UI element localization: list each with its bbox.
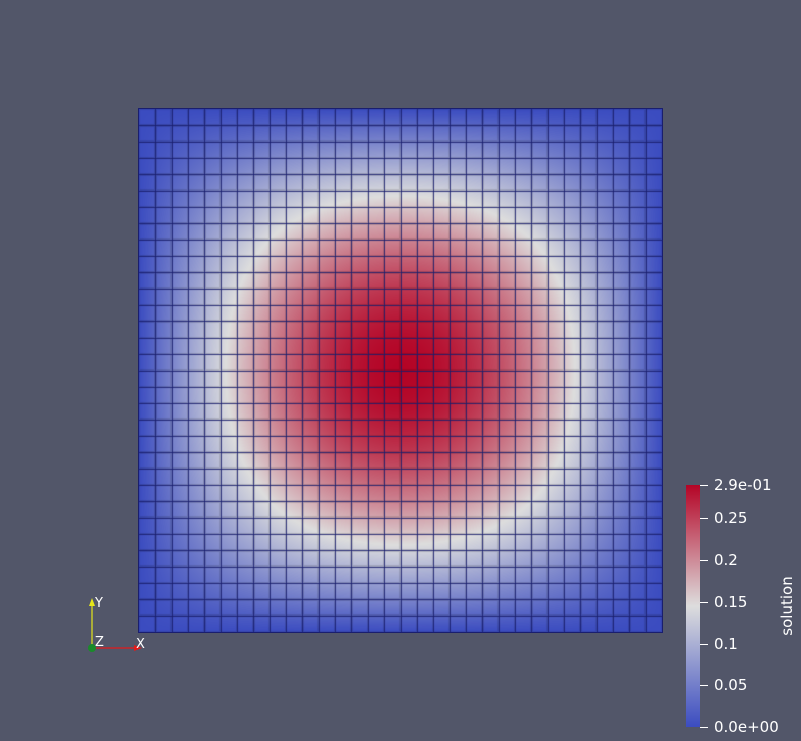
x-axis-label: X (136, 637, 145, 652)
color-legend-tick (700, 644, 708, 645)
color-legend-tick-label: 0.25 (714, 509, 748, 527)
color-legend-title: solution (778, 576, 796, 636)
color-legend-tick (700, 727, 708, 728)
color-legend-tick (700, 485, 708, 486)
color-legend-tick-label: 0.2 (714, 551, 738, 569)
color-legend-tick-label: 0.0e+00 (714, 718, 779, 736)
x-axis-arrow (134, 645, 142, 651)
y-axis-label: Y (95, 596, 103, 611)
color-legend-tick-label: 2.9e-01 (714, 476, 772, 494)
mesh-surface[interactable] (138, 108, 663, 633)
color-legend-tick-label: 0.1 (714, 635, 738, 653)
color-legend-tick-label: 0.15 (714, 593, 748, 611)
z-axis-dot (88, 644, 96, 652)
solution-field-render (139, 109, 662, 632)
color-legend-tick (700, 518, 708, 519)
color-legend-tick (700, 560, 708, 561)
color-legend-tick (700, 685, 708, 686)
color-legend-tick-label: 0.05 (714, 676, 748, 694)
color-legend-bar (686, 485, 700, 727)
orientation-axes: Y X Z (80, 592, 150, 662)
color-legend-tick (700, 602, 708, 603)
z-axis-label: Z (95, 635, 104, 650)
y-axis-arrow (89, 598, 95, 606)
